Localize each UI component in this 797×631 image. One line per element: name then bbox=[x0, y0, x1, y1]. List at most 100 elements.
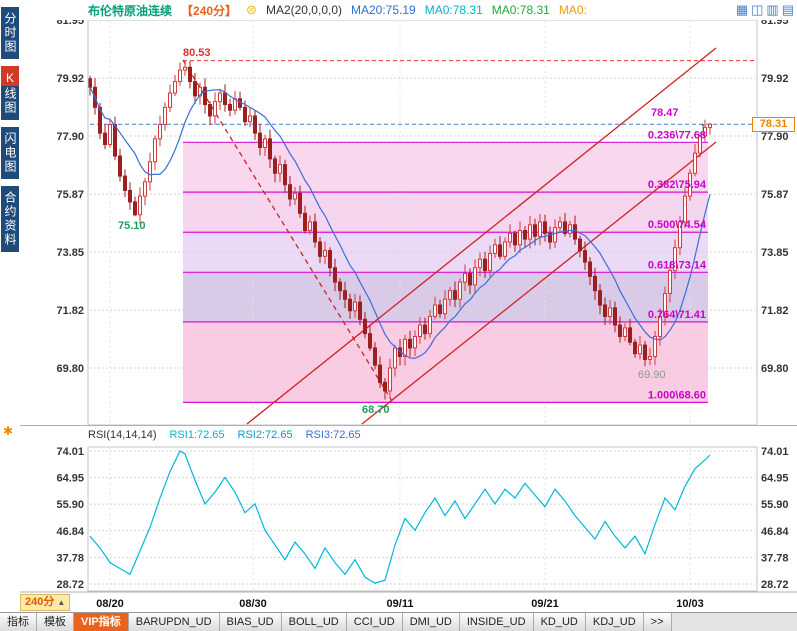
candle-body bbox=[463, 272, 467, 283]
candle-body bbox=[368, 333, 372, 349]
candle-body bbox=[258, 132, 262, 148]
candle-body bbox=[453, 290, 457, 300]
rsi-plot-border bbox=[87, 446, 758, 592]
candle-body bbox=[703, 126, 707, 137]
sidebar-tab-time-chart[interactable]: 分时图 bbox=[1, 7, 19, 59]
candle-body bbox=[348, 298, 352, 312]
ma0-value-1: MA0:78.31 bbox=[424, 3, 483, 17]
candle-body bbox=[113, 124, 117, 157]
fib-label: 0.382\75.94 bbox=[648, 179, 707, 191]
candle-body bbox=[173, 81, 177, 94]
toolbar-tab-boll[interactable]: BOLL_UD bbox=[281, 613, 347, 631]
rsi-axis-label-right: 37.78 bbox=[761, 552, 789, 564]
candle-body bbox=[693, 152, 697, 174]
price-marker: 80.53 bbox=[183, 47, 211, 59]
toolbar-tab-kdj[interactable]: KDJ_UD bbox=[585, 613, 644, 631]
toolbar-tab-kd[interactable]: KD_UD bbox=[533, 613, 586, 631]
layout-single-icon[interactable]: ▦ bbox=[735, 2, 749, 17]
ma0-value-3: MA0: bbox=[558, 3, 587, 17]
candle-body bbox=[373, 347, 377, 366]
candle-body bbox=[208, 103, 212, 117]
fib-label: 0.236\77.68 bbox=[648, 129, 706, 141]
candle-body bbox=[498, 244, 502, 257]
rsi-line bbox=[89, 450, 711, 584]
sidebar-tab-contract-info[interactable]: 合约资料 bbox=[1, 186, 19, 252]
candle-body bbox=[573, 224, 577, 240]
toolbar-tab-barupdn[interactable]: BARUPDN_UD bbox=[128, 613, 220, 631]
toolbar-tab-templates[interactable]: 模板 bbox=[37, 613, 74, 631]
period-label[interactable]: 【240分】 bbox=[181, 3, 238, 18]
indicator-toolbar: 指标 模板 VIP指标 BARUPDN_UD BIAS_UD BOLL_UD C… bbox=[0, 612, 797, 631]
candle-body bbox=[538, 221, 542, 237]
candle-body bbox=[508, 232, 512, 243]
candle-body bbox=[118, 155, 122, 177]
candle-body bbox=[473, 267, 477, 286]
candle-body bbox=[358, 301, 362, 320]
fib-label: 0.618\73.14 bbox=[648, 259, 707, 271]
rsi-axis-label-right: 28.72 bbox=[761, 579, 789, 591]
toolbar-tab-dmi[interactable]: DMI_UD bbox=[402, 613, 460, 631]
date-label: 08/20 bbox=[96, 598, 124, 610]
candle-body bbox=[163, 106, 167, 126]
candle-body bbox=[203, 86, 207, 105]
left-sidebar: 分时图 K线图 闪电图 合约资料 bbox=[0, 0, 20, 612]
candle-body bbox=[318, 241, 322, 257]
candle-body bbox=[123, 175, 127, 191]
toolbar-tab-indicators[interactable]: 指标 bbox=[0, 613, 37, 631]
layout-rows-icon[interactable]: ▥ bbox=[766, 2, 779, 17]
indicator-settings-icon[interactable]: ✱ bbox=[3, 424, 14, 438]
candle-body bbox=[183, 66, 187, 71]
rsi3-value: RSI3:72.65 bbox=[305, 429, 361, 441]
rsi-axis-label-right: 55.90 bbox=[761, 499, 789, 511]
trendline bbox=[361, 141, 717, 425]
toolbar-tab-vip-indicators[interactable]: VIP指标 bbox=[74, 613, 129, 631]
candle-body bbox=[648, 356, 652, 360]
candle-body bbox=[548, 232, 552, 243]
candle-body bbox=[253, 115, 257, 134]
chart-header: 布伦特原油连续 【240分】 ⊜ MA2(20,0,0,0) MA20:75.1… bbox=[20, 0, 797, 20]
candle-body bbox=[478, 258, 482, 269]
rsi-formula-label: RSI(14,14,14) bbox=[88, 429, 157, 441]
sidebar-tab-kline-chart[interactable]: K线图 bbox=[1, 66, 19, 120]
fib-band bbox=[183, 142, 708, 193]
toolbar-tab-more[interactable]: >> bbox=[643, 613, 672, 631]
candle-body bbox=[613, 307, 617, 326]
trendline bbox=[246, 47, 717, 425]
rsi-axis-label-left: 37.78 bbox=[56, 552, 84, 564]
candle-body bbox=[88, 78, 92, 88]
candle-body bbox=[698, 135, 702, 154]
fib-label: 0.500\74.54 bbox=[648, 219, 707, 231]
ma0-value-2: MA0:78.31 bbox=[491, 3, 550, 17]
toolbar-tab-cci[interactable]: CCI_UD bbox=[346, 613, 403, 631]
toolbar-tab-bias[interactable]: BIAS_UD bbox=[219, 613, 282, 631]
candle-body bbox=[668, 270, 672, 295]
candle-body bbox=[338, 281, 342, 292]
sidebar-tab-lightning-chart[interactable]: 闪电图 bbox=[1, 127, 19, 179]
period-selector-button[interactable]: 240分 ▲ bbox=[20, 594, 71, 611]
candle-body bbox=[193, 81, 197, 97]
candle-body bbox=[418, 324, 422, 337]
candle-body bbox=[103, 132, 107, 146]
fib-band bbox=[183, 232, 708, 273]
candle-body bbox=[428, 315, 432, 335]
candle-body bbox=[633, 341, 637, 355]
date-label: 09/11 bbox=[387, 598, 414, 610]
candle-body bbox=[673, 247, 677, 272]
price-marker: 78.47 bbox=[651, 107, 679, 119]
candle-body bbox=[628, 327, 632, 343]
rsi-axis-label-left: 74.01 bbox=[56, 446, 84, 458]
candle-body bbox=[523, 230, 527, 240]
candle-body bbox=[658, 315, 662, 337]
candle-body bbox=[313, 221, 317, 243]
toolbar-tab-inside[interactable]: INSIDE_UD bbox=[459, 613, 534, 631]
gear-icon[interactable]: ⊜ bbox=[246, 2, 257, 17]
candle-body bbox=[483, 258, 487, 272]
candle-body bbox=[263, 138, 267, 148]
layout-split-icon[interactable]: ◫ bbox=[751, 2, 764, 17]
y-axis-label-left: 75.87 bbox=[56, 189, 84, 201]
triangle-up-icon: ▲ bbox=[57, 598, 66, 607]
layout-grid-icon[interactable]: ▤ bbox=[781, 2, 794, 17]
ma-formula-label: MA2(20,0,0,0) bbox=[265, 3, 342, 17]
